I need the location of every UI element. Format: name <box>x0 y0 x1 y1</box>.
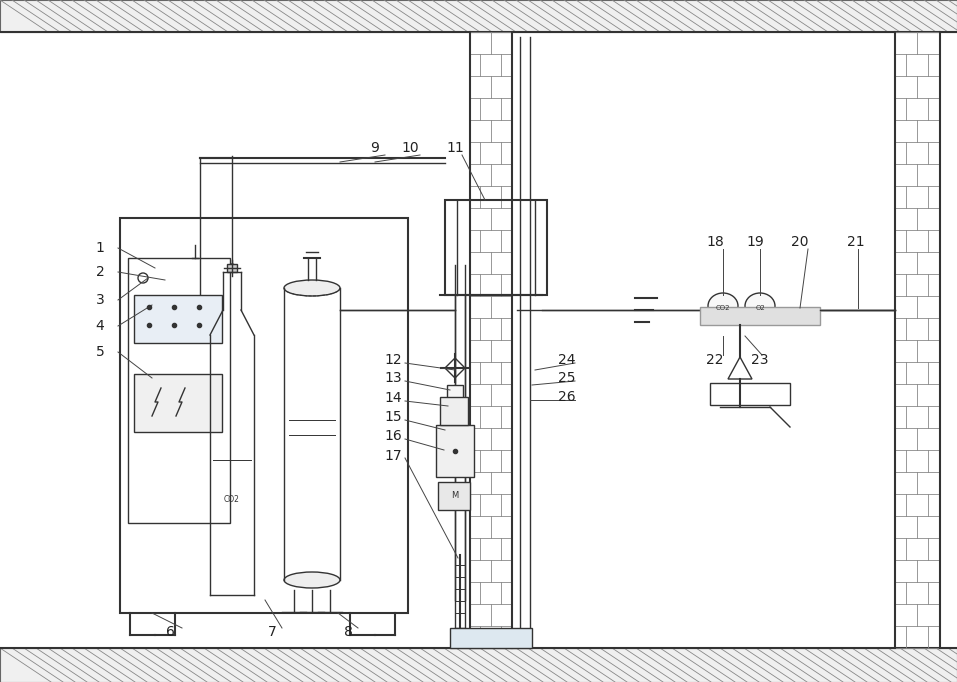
Bar <box>440 397 468 425</box>
Text: 12: 12 <box>384 353 402 367</box>
Ellipse shape <box>708 293 738 319</box>
Text: 3: 3 <box>96 293 104 307</box>
Bar <box>128 258 230 523</box>
Polygon shape <box>445 358 465 378</box>
Text: 15: 15 <box>384 410 402 424</box>
Text: 26: 26 <box>558 390 576 404</box>
Text: 19: 19 <box>746 235 764 249</box>
Text: 23: 23 <box>751 353 768 367</box>
Bar <box>447 385 463 410</box>
Bar <box>436 425 474 477</box>
Bar <box>120 218 408 613</box>
Bar <box>134 295 222 343</box>
Text: 22: 22 <box>706 353 723 367</box>
Text: CO2: CO2 <box>716 305 730 311</box>
Text: 21: 21 <box>847 235 865 249</box>
Text: 25: 25 <box>558 371 576 385</box>
Ellipse shape <box>284 280 340 296</box>
Ellipse shape <box>745 293 775 319</box>
Text: 24: 24 <box>558 353 576 367</box>
Text: 8: 8 <box>344 625 352 639</box>
Text: 18: 18 <box>706 235 723 249</box>
Text: 9: 9 <box>370 141 379 155</box>
Text: CO2: CO2 <box>224 496 240 505</box>
Bar <box>450 628 532 648</box>
Text: 11: 11 <box>446 141 464 155</box>
Text: 17: 17 <box>384 449 402 463</box>
Text: 2: 2 <box>96 265 104 279</box>
Text: 4: 4 <box>96 319 104 333</box>
Ellipse shape <box>284 572 340 588</box>
Bar <box>710 383 790 405</box>
Text: 5: 5 <box>96 345 104 359</box>
Text: M: M <box>452 492 458 501</box>
Bar <box>700 307 820 325</box>
Text: 7: 7 <box>268 625 277 639</box>
Text: 6: 6 <box>166 625 174 639</box>
Bar <box>134 374 222 432</box>
Text: 16: 16 <box>384 429 402 443</box>
Bar <box>0 648 957 682</box>
Text: 14: 14 <box>384 391 402 405</box>
Text: 10: 10 <box>401 141 419 155</box>
Text: O2: O2 <box>755 305 765 311</box>
Text: 20: 20 <box>791 235 809 249</box>
Text: 13: 13 <box>384 371 402 385</box>
Bar <box>445 200 547 295</box>
Bar <box>227 264 237 272</box>
Bar <box>438 482 470 510</box>
Text: 1: 1 <box>96 241 104 255</box>
Bar <box>0 0 957 32</box>
